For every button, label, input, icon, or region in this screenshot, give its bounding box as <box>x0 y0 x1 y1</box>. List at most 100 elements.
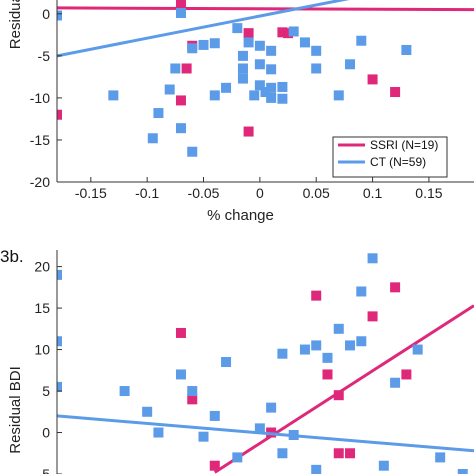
data-point-ct <box>175 369 186 380</box>
data-point-ct <box>260 87 271 98</box>
data-point-ssri <box>57 109 62 120</box>
y-tick-label: 5 <box>42 383 50 399</box>
data-point-ct <box>345 340 356 351</box>
data-point-ct <box>142 406 153 417</box>
y-tick-label: -10 <box>30 90 50 106</box>
x-tick-label: 0.15 <box>415 185 442 201</box>
data-point-ct <box>311 340 322 351</box>
y-axis-label: Residual <box>7 0 24 49</box>
data-point-ct <box>322 352 333 363</box>
plot-area-3a <box>57 0 474 157</box>
data-point-ct <box>232 452 243 463</box>
data-point-ct <box>209 38 220 49</box>
y-tick-label: -20 <box>30 174 50 190</box>
data-point-ct <box>243 37 254 48</box>
data-point-ct <box>288 26 299 37</box>
data-point-ct <box>221 357 232 367</box>
data-point-ct <box>333 323 344 334</box>
data-point-ssri <box>333 448 344 459</box>
data-point-ct <box>457 469 468 474</box>
data-point-ct <box>412 344 423 355</box>
data-point-ssri <box>333 390 344 401</box>
x-tick-label: -0.1 <box>135 185 159 201</box>
data-point-ssri <box>401 369 412 380</box>
data-point-ct <box>119 386 130 397</box>
data-point-ct <box>277 81 288 92</box>
data-point-ct <box>187 386 198 397</box>
data-point-ssri <box>243 126 254 137</box>
data-point-ct <box>57 381 62 392</box>
data-point-ct <box>209 90 220 101</box>
data-point-ct <box>57 269 62 280</box>
data-point-ct <box>153 108 164 119</box>
fit-line-ct <box>57 0 350 58</box>
data-point-ct <box>299 344 310 355</box>
y-axis-label: Residual BDI <box>7 366 24 454</box>
y-tick-label: 0 <box>42 425 50 441</box>
x-tick-label: -0.15 <box>75 185 107 201</box>
data-point-ct <box>237 73 248 84</box>
panel-label-3b: 3b. <box>0 247 24 266</box>
data-point-ct <box>288 430 299 441</box>
data-point-ct <box>367 253 378 264</box>
data-point-ct <box>187 43 198 54</box>
data-point-ct <box>401 44 412 55</box>
data-point-ssri <box>390 87 401 98</box>
data-point-ct <box>333 90 344 101</box>
data-point-ct <box>266 45 277 56</box>
data-point-ct <box>435 452 446 463</box>
x-tick-label: 0.1 <box>363 185 383 201</box>
fit-line-ssri <box>57 6 474 12</box>
data-point-ssri <box>283 28 294 39</box>
data-point-ssri <box>345 448 356 459</box>
data-point-ssri <box>322 369 333 380</box>
y-tick-label: 15 <box>34 300 50 316</box>
y-tick-label: 0 <box>42 6 50 22</box>
fit-line-ssri <box>213 304 474 474</box>
data-point-ct <box>198 39 209 50</box>
data-point-ct <box>209 410 220 421</box>
data-point-ct <box>378 460 389 471</box>
data-point-ct <box>153 427 164 438</box>
data-point-ct <box>175 7 186 18</box>
data-point-ssri <box>390 282 401 293</box>
data-point-ssri <box>175 327 186 338</box>
chart-legend: SSRI (N=19) CT (N=59) <box>332 136 448 178</box>
data-point-ct <box>254 423 265 434</box>
data-point-ssri <box>367 74 378 85</box>
legend-label: CT (N=59) <box>370 155 426 169</box>
data-point-ct <box>221 82 232 93</box>
data-point-ssri <box>209 460 220 471</box>
data-point-ct <box>108 90 119 101</box>
data-point-ct <box>266 92 277 103</box>
data-point-ct <box>356 336 367 347</box>
y-tick-label: 20 <box>34 259 50 275</box>
data-point-ct <box>356 35 367 46</box>
data-point-ct <box>254 80 265 91</box>
x-tick-label: -0.05 <box>188 185 220 201</box>
legend-label: SSRI (N=19) <box>370 138 438 152</box>
data-point-ct <box>266 82 277 93</box>
data-point-ssri <box>187 394 198 405</box>
data-point-ct <box>164 84 175 95</box>
data-point-ct <box>266 64 277 75</box>
data-point-ct <box>311 464 322 474</box>
data-point-ct <box>299 37 310 48</box>
data-point-ct <box>232 23 243 34</box>
data-point-ct <box>266 402 277 413</box>
data-point-ct <box>237 50 248 61</box>
data-point-ct <box>311 45 322 56</box>
data-point-ct <box>254 40 265 51</box>
x-tick-label: 0.05 <box>303 185 330 201</box>
data-point-ssri <box>175 95 186 106</box>
data-point-ct <box>277 93 288 104</box>
y-tick-label: -5 <box>38 466 51 474</box>
data-point-ct <box>311 63 322 74</box>
chart-panel-3b: 20 15 10 5 0 -5 Residual BDI <box>7 250 474 474</box>
data-point-ct <box>237 63 248 74</box>
data-point-ct <box>147 133 158 144</box>
data-point-ssri <box>277 27 288 38</box>
data-point-ssri <box>243 28 254 39</box>
data-point-ct <box>170 63 181 74</box>
data-point-ssri <box>181 63 192 74</box>
